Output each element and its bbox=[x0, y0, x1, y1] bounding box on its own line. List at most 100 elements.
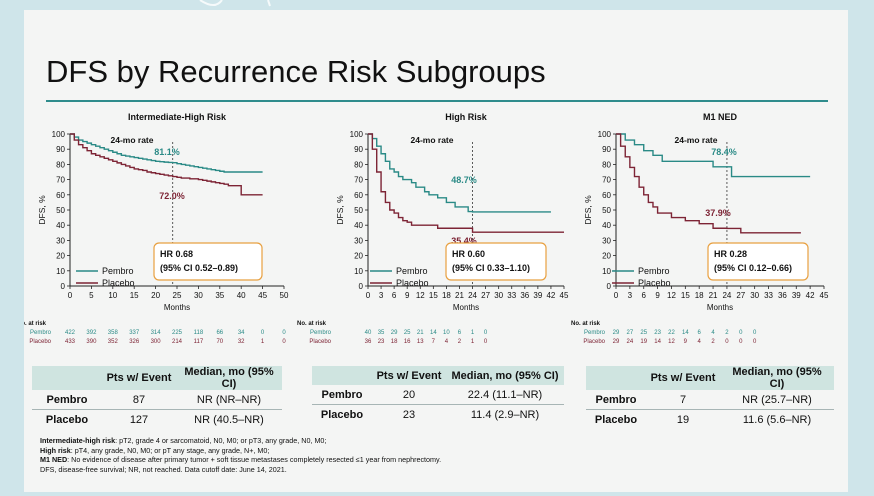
y-tick-label: 20 bbox=[602, 252, 611, 261]
y-tick-label: 0 bbox=[359, 282, 364, 291]
footnote-text: : pT2, grade 4 or sarcomatoid, N0, M0; o… bbox=[115, 436, 327, 445]
x-tick-label: 3 bbox=[379, 291, 384, 300]
at-risk-arm: Placebo bbox=[29, 339, 51, 345]
footnote-text: : pT4, any grade, N0, M0; or pT any stag… bbox=[70, 445, 270, 455]
series-line-pembro bbox=[368, 133, 551, 213]
legend-label-placebo: Placebo bbox=[102, 278, 135, 288]
at-risk-value: 6 bbox=[698, 330, 702, 336]
x-tick-label: 18 bbox=[442, 291, 451, 300]
at-risk-value: 66 bbox=[216, 330, 223, 336]
footnote-line: Intermediate-high risk: pT2, grade 4 or … bbox=[40, 436, 840, 446]
y-tick-label: 60 bbox=[354, 191, 363, 200]
at-risk-value: 32 bbox=[238, 339, 245, 345]
at-risk-value: 314 bbox=[151, 330, 162, 336]
legend-label-pembro: Pembro bbox=[396, 266, 428, 276]
at-risk-value: 0 bbox=[484, 330, 488, 336]
table-pts-placebo: 19 bbox=[676, 413, 690, 426]
rate-label: 24-mo rate bbox=[411, 135, 454, 145]
x-tick-label: 45 bbox=[258, 291, 267, 300]
y-tick-label: 30 bbox=[354, 236, 363, 245]
y-tick-label: 90 bbox=[602, 145, 611, 154]
y-tick-label: 50 bbox=[56, 206, 65, 215]
at-risk-value: 22 bbox=[668, 330, 675, 336]
rate-pembro: 78.4% bbox=[711, 147, 737, 157]
x-tick-label: 0 bbox=[614, 291, 619, 300]
title-divider bbox=[46, 100, 828, 102]
table-arm-placebo: Placebo bbox=[594, 413, 638, 426]
at-risk-value: 2 bbox=[458, 339, 462, 345]
at-risk-arm: Pembro bbox=[584, 330, 606, 336]
at-risk-value: 0 bbox=[739, 339, 743, 345]
at-risk-value: 10 bbox=[443, 330, 450, 336]
x-tick-label: 50 bbox=[280, 291, 289, 300]
table-header-blank bbox=[312, 366, 372, 385]
hr-ci: (95% CI 0.33–1.10) bbox=[452, 263, 530, 273]
legend-label-pembro: Pembro bbox=[638, 266, 670, 276]
table-row: Placebo 127 NR (40.5–NR) bbox=[32, 410, 282, 430]
footnote-label: M1 NED bbox=[40, 455, 68, 464]
chart-title: Intermediate-High Risk bbox=[128, 112, 227, 122]
at-risk-value: 0 bbox=[282, 339, 286, 345]
y-tick-label: 100 bbox=[52, 130, 66, 139]
x-tick-label: 39 bbox=[533, 291, 542, 300]
x-tick-label: 33 bbox=[507, 291, 516, 300]
rate-placebo: 72.0% bbox=[159, 191, 185, 201]
at-risk-value: 14 bbox=[430, 330, 437, 336]
table-arm-pembro: Pembro bbox=[32, 390, 102, 410]
y-tick-label: 40 bbox=[354, 221, 363, 230]
table-arm-placebo: Placebo bbox=[45, 413, 89, 426]
x-tick-label: 27 bbox=[736, 291, 745, 300]
table-median-pembro: NR (NR–NR) bbox=[176, 390, 282, 410]
x-tick-label: 12 bbox=[667, 291, 676, 300]
legend-label-placebo: Placebo bbox=[396, 278, 429, 288]
x-tick-label: 35 bbox=[215, 291, 224, 300]
at-risk-value: 1 bbox=[471, 330, 475, 336]
x-tick-label: 12 bbox=[416, 291, 425, 300]
at-risk-value: 326 bbox=[129, 339, 140, 345]
at-risk-value: 18 bbox=[391, 339, 398, 345]
at-risk-value: 337 bbox=[129, 330, 140, 336]
table-median-placebo: NR (40.5–NR) bbox=[194, 413, 264, 426]
y-tick-label: 50 bbox=[354, 206, 363, 215]
x-tick-label: 9 bbox=[405, 291, 410, 300]
y-tick-label: 90 bbox=[56, 145, 65, 154]
at-risk-label: No. at risk bbox=[297, 321, 327, 327]
at-risk-value: 24 bbox=[627, 339, 634, 345]
y-tick-label: 80 bbox=[56, 160, 65, 169]
series-line-placebo bbox=[70, 133, 263, 196]
footnote-line: High risk: pT4, any grade, N0, M0; or pT… bbox=[40, 446, 840, 456]
at-risk-value: 14 bbox=[654, 339, 661, 345]
x-tick-label: 15 bbox=[130, 291, 139, 300]
y-tick-label: 10 bbox=[602, 267, 611, 276]
y-axis-label: DFS, % bbox=[335, 195, 345, 225]
y-tick-label: 80 bbox=[354, 160, 363, 169]
series-line-placebo bbox=[616, 133, 801, 234]
y-tick-label: 10 bbox=[354, 267, 363, 276]
at-risk-value: 433 bbox=[65, 339, 76, 345]
x-tick-label: 15 bbox=[429, 291, 438, 300]
x-tick-label: 3 bbox=[628, 291, 633, 300]
table-header-median: Median, mo (95% CI) bbox=[446, 366, 564, 385]
at-risk-arm: Pembro bbox=[30, 330, 52, 336]
y-axis-label: DFS, % bbox=[583, 195, 593, 225]
y-tick-label: 30 bbox=[602, 236, 611, 245]
table-row: Pembro 87 NR (NR–NR) bbox=[32, 390, 282, 410]
y-tick-label: 30 bbox=[56, 236, 65, 245]
hr-box bbox=[707, 242, 809, 281]
footnote-line: M1 NED: No evidence of disease after pri… bbox=[40, 455, 840, 465]
at-risk-value: 422 bbox=[65, 330, 76, 336]
x-tick-label: 24 bbox=[722, 291, 731, 300]
hr-box bbox=[153, 242, 263, 281]
at-risk-value: 4 bbox=[445, 339, 449, 345]
hr-ci: (95% CI 0.52–0.89) bbox=[160, 263, 238, 273]
km-charts: Intermediate-High Risk010203040506070809… bbox=[24, 112, 829, 345]
at-risk-value: 70 bbox=[216, 339, 223, 345]
at-risk-value: 0 bbox=[725, 339, 729, 345]
y-tick-label: 20 bbox=[56, 252, 65, 261]
legend-label-placebo: Placebo bbox=[638, 278, 671, 288]
at-risk-value: 14 bbox=[682, 330, 689, 336]
at-risk-arm: Placebo bbox=[309, 339, 331, 345]
at-risk-value: 2 bbox=[711, 339, 715, 345]
x-tick-label: 24 bbox=[468, 291, 477, 300]
at-risk-value: 4 bbox=[698, 339, 702, 345]
